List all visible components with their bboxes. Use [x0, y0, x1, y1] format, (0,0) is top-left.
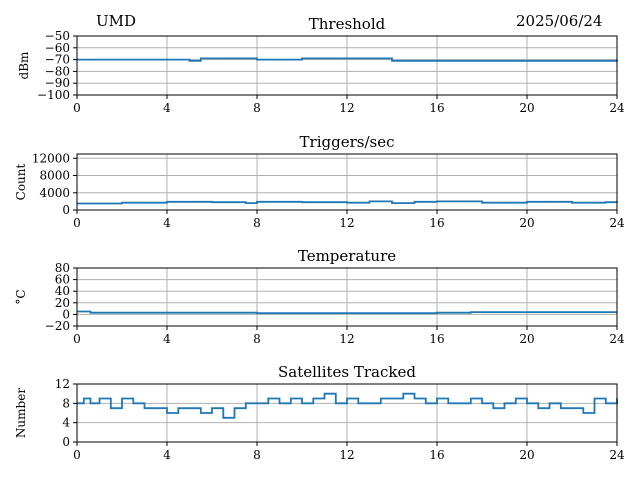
y-tick-label: 12	[55, 377, 70, 391]
y-tick-label: 8000	[39, 169, 70, 183]
y-tick-label: 60	[55, 273, 70, 287]
series-line	[77, 57, 618, 62]
y-tick-label: 0	[62, 307, 70, 321]
y-tick-label: 4	[62, 416, 70, 430]
y-tick-label: −80	[45, 64, 70, 78]
x-tick-label: 4	[163, 101, 171, 115]
x-tick-label: 0	[73, 216, 81, 230]
y-axis-label: °C	[14, 289, 28, 304]
x-tick-label: 24	[609, 448, 625, 462]
y-tick-label: 40	[55, 284, 70, 298]
x-tick-label: 8	[253, 101, 261, 115]
x-tick-label: 16	[429, 101, 444, 115]
y-tick-label: −60	[45, 41, 70, 55]
y-tick-label: 12000	[32, 151, 70, 165]
y-tick-label: −70	[45, 53, 70, 67]
x-tick-label: 0	[73, 101, 81, 115]
y-tick-label: −90	[45, 76, 70, 90]
series-line	[77, 310, 617, 315]
x-tick-label: 0	[73, 448, 81, 462]
y-tick-label: −100	[37, 88, 70, 102]
x-tick-label: 8	[253, 448, 261, 462]
y-tick-label: 4000	[39, 186, 70, 200]
y-axis-label: Number	[14, 388, 28, 438]
x-tick-label: 8	[253, 216, 261, 230]
chart-title: Triggers/sec	[300, 133, 395, 151]
x-tick-label: 20	[519, 216, 534, 230]
x-tick-label: 20	[519, 101, 534, 115]
x-tick-label: 16	[429, 216, 444, 230]
series-line	[77, 200, 618, 205]
chart-title: Satellites Tracked	[278, 363, 416, 381]
x-tick-label: 12	[339, 332, 354, 346]
y-tick-label: 0	[62, 203, 70, 217]
y-tick-label: 8	[62, 396, 70, 410]
x-tick-label: 12	[339, 216, 354, 230]
series-line	[77, 392, 618, 419]
y-tick-label: 20	[55, 296, 70, 310]
station-label: UMD	[96, 12, 137, 30]
x-tick-label: 4	[163, 332, 171, 346]
x-tick-label: 24	[609, 332, 625, 346]
x-tick-label: 20	[519, 448, 534, 462]
x-tick-label: 24	[609, 101, 625, 115]
x-tick-label: 20	[519, 332, 534, 346]
x-tick-label: 12	[339, 101, 354, 115]
y-tick-label: −50	[45, 29, 70, 43]
x-tick-label: 4	[163, 448, 171, 462]
chart-title: Threshold	[309, 15, 386, 33]
x-tick-label: 0	[73, 332, 81, 346]
y-axis-label: Count	[14, 163, 28, 200]
y-tick-label: 0	[62, 435, 70, 449]
x-tick-label: 16	[429, 332, 444, 346]
y-tick-label: 80	[55, 261, 70, 275]
chart-title: Temperature	[298, 247, 396, 265]
x-tick-label: 8	[253, 332, 261, 346]
date-label: 2025/06/24	[516, 12, 603, 30]
x-tick-label: 12	[339, 448, 354, 462]
y-tick-label: −20	[45, 319, 70, 333]
y-axis-label: dBm	[17, 51, 31, 80]
x-tick-label: 24	[609, 216, 625, 230]
x-tick-label: 4	[163, 216, 171, 230]
x-tick-label: 16	[429, 448, 444, 462]
